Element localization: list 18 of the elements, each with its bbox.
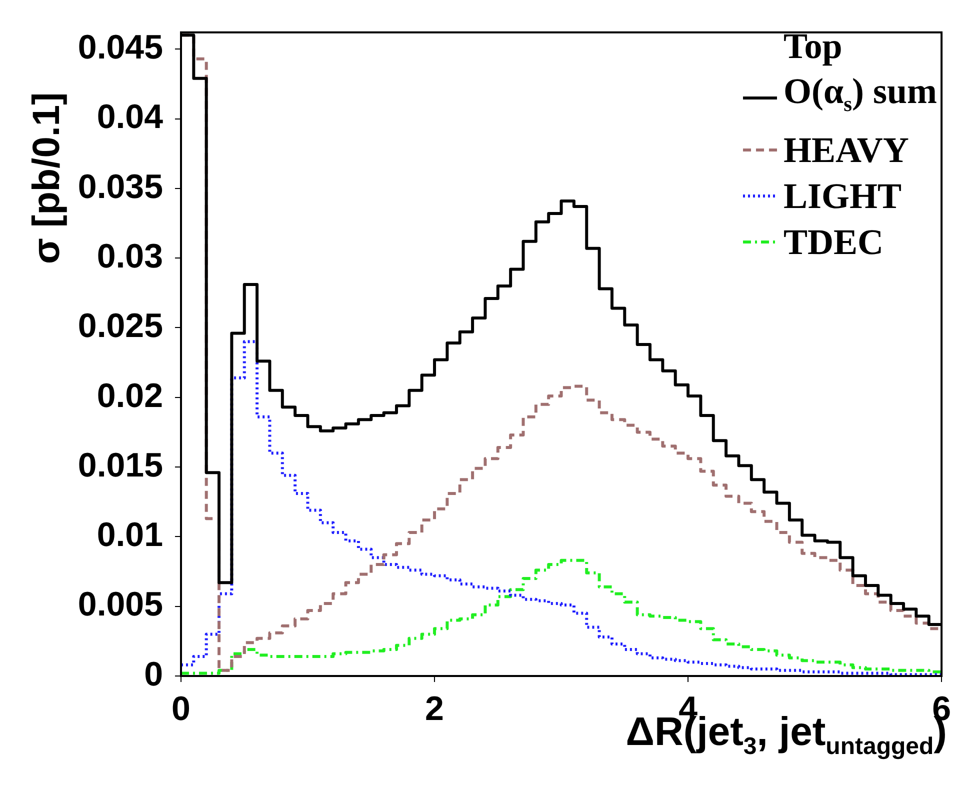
- y-tick-label: 0.045: [78, 28, 163, 66]
- legend-label: LIGHT: [783, 175, 902, 218]
- y-tick-label: 0.03: [96, 237, 163, 276]
- y-tick-label: 0.025: [78, 307, 163, 346]
- legend-label: TDEC: [783, 221, 884, 264]
- y-tick-label: 0: [144, 655, 163, 694]
- y-tick-label: 0.035: [78, 168, 163, 206]
- y-tick-label: 0.015: [78, 446, 163, 484]
- legend-label: HEAVY: [783, 129, 909, 172]
- x-tick-label: 0: [172, 690, 190, 728]
- y-tick-label: 0.04: [96, 98, 164, 136]
- y-tick-label: 0.01: [96, 516, 163, 554]
- x-tick-label: 2: [425, 690, 444, 728]
- legend-title: Top: [783, 25, 844, 68]
- y-tick-label: 0.02: [96, 376, 163, 415]
- legend-label: O(α$_{s}$) sum: [783, 70, 937, 118]
- y-tick-label: 0.005: [78, 586, 163, 624]
- y-axis-title: σ [pb/0.1]: [26, 92, 69, 264]
